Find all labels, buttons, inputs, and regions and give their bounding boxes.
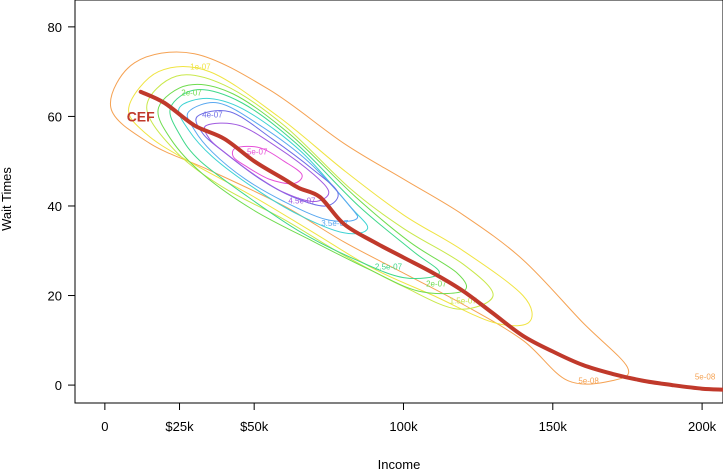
x-tick-label: 150k bbox=[539, 419, 568, 434]
contour-label: 1e-07 bbox=[190, 62, 211, 71]
contour-4.5e-07 bbox=[203, 122, 330, 203]
y-tick-label: 20 bbox=[48, 289, 62, 304]
density-contours bbox=[110, 51, 630, 385]
cef-line bbox=[138, 89, 723, 392]
x-tick-label: 0 bbox=[101, 419, 108, 434]
contour-label: 4.5e-07 bbox=[288, 197, 316, 206]
contour-label: 3.5e-07 bbox=[321, 219, 349, 228]
y-tick-label: 60 bbox=[48, 109, 62, 124]
contour-label: 2.5e-07 bbox=[375, 263, 403, 272]
contour-2.5e-07 bbox=[169, 89, 440, 279]
x-tick-label: $50k bbox=[240, 419, 269, 434]
contour-1.5e-07 bbox=[146, 74, 494, 310]
contour-labels: 1e-07 2e-07 4e-07 5e-07 4.5e-07 3.5e-07 2.5e-0… bbox=[181, 62, 716, 385]
contour-label: 5e-08 bbox=[578, 377, 599, 386]
y-tick-label: 0 bbox=[55, 378, 62, 393]
cef-label: CEF bbox=[127, 108, 155, 124]
contour-4e-07 bbox=[195, 110, 339, 207]
y-axis-title: Wait Times bbox=[0, 167, 14, 231]
x-axis: 0 $25k $50k 100k 150k 200k bbox=[101, 403, 717, 434]
contour-label: 2e-07 bbox=[426, 280, 447, 289]
x-axis-title: Income bbox=[378, 457, 421, 472]
x-tick-label: $25k bbox=[165, 419, 194, 434]
contour-label: 2e-07 bbox=[181, 88, 202, 97]
y-tick-label: 80 bbox=[48, 20, 62, 35]
x-tick-label: 200k bbox=[688, 419, 717, 434]
contour-label: 4e-07 bbox=[202, 110, 223, 119]
y-axis: 0 20 40 60 80 bbox=[48, 20, 75, 393]
x-tick-label: 100k bbox=[389, 419, 418, 434]
plot-frame bbox=[74, 0, 723, 404]
contour-label: 5e-08 bbox=[695, 373, 716, 382]
y-tick-label: 40 bbox=[48, 199, 62, 214]
contour-1e-07 bbox=[128, 66, 533, 327]
contour-3e-07 bbox=[178, 97, 369, 235]
contour-label: 5e-07 bbox=[247, 148, 268, 157]
contour-label: 1.5e-07 bbox=[450, 297, 478, 306]
contour-5e-08 bbox=[110, 51, 630, 385]
